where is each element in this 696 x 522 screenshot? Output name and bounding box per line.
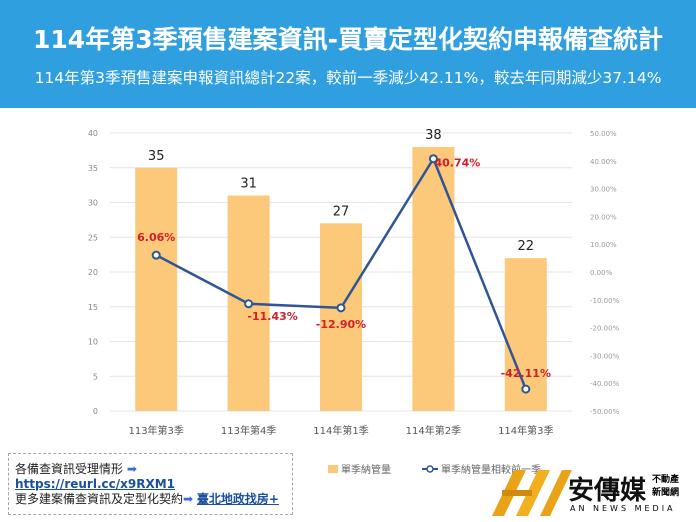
y-tick-right: -30.00% xyxy=(590,352,620,360)
logo-en: AN NEWS MEDIA xyxy=(570,504,676,513)
reurl-link[interactable]: https://reurl.cc/x9RXM1 xyxy=(15,477,175,491)
y-tick-left: 25 xyxy=(88,233,98,242)
bar xyxy=(320,223,362,411)
legend-bar-swatch xyxy=(328,465,338,473)
y-tick-left: 10 xyxy=(88,338,98,347)
line-point xyxy=(336,303,346,313)
x-tick: 113年第4季 xyxy=(221,424,276,437)
y-tick-right: -40.00% xyxy=(590,380,620,388)
bar-label: 38 xyxy=(425,128,442,143)
bar xyxy=(412,146,455,411)
y-tick-right: -20.00% xyxy=(590,325,620,333)
y-tick-left: 5 xyxy=(93,372,98,381)
y-tick-left: 30 xyxy=(88,199,98,208)
bar-label: 31 xyxy=(240,177,257,192)
header: 114年第3季預售建案資訊-買賣定型化契約申報備查統計 114年第3季預售建案申… xyxy=(0,0,696,108)
logo-tag: 新聞網 xyxy=(652,488,680,498)
bar xyxy=(135,167,178,411)
bar-label: 35 xyxy=(148,149,165,164)
bar-label: 27 xyxy=(333,204,350,219)
line-label: 6.06% xyxy=(137,231,175,244)
line-point xyxy=(151,250,161,260)
y-tick-right: 10.00% xyxy=(590,241,617,249)
legend-line-marker xyxy=(426,465,434,473)
x-tick: 113年第3季 xyxy=(128,424,183,437)
page-title: 114年第3季預售建案資訊-買賣定型化契約申報備查統計 xyxy=(33,25,663,54)
link-label: 更多建案備查資訊及定型化契約 xyxy=(15,492,184,506)
logo-tag: 不動產 xyxy=(652,475,680,485)
line-point xyxy=(521,384,531,394)
x-tick: 114年第2季 xyxy=(406,424,461,437)
y-tick-right: -50.00% xyxy=(590,408,620,416)
y-tick-right: 40.00% xyxy=(590,158,617,166)
y-tick-left: 20 xyxy=(88,268,98,277)
y-tick-right: 20.00% xyxy=(590,213,617,221)
land-search-link[interactable]: 臺北地政找房+ xyxy=(196,492,279,506)
line-label: -42.11% xyxy=(501,367,551,380)
line-point xyxy=(244,299,254,309)
links-box: 各備查資訊受理情形 ➡ https://reurl.cc/x9RXM1 更多建案… xyxy=(8,453,293,515)
logo: 安傳媒 不動產 新聞網 AN NEWS MEDIA xyxy=(492,468,692,518)
page-subtitle: 114年第3季預售建案申報資訊總計22案，較前一季減少42.11%，較去年同期減… xyxy=(34,69,662,87)
line-label: 40.74% xyxy=(434,157,480,170)
arrow-right-icon: ➡ xyxy=(126,462,137,476)
y-tick-right: 30.00% xyxy=(590,186,617,194)
y-tick-left: 40 xyxy=(88,129,98,138)
y-tick-left: 35 xyxy=(88,164,98,173)
link-label: 各備查資訊受理情形 xyxy=(15,462,124,476)
logo-mark xyxy=(492,470,572,516)
y-tick-left: 0 xyxy=(93,407,98,416)
y-tick-right: -10.00% xyxy=(590,297,620,305)
line-label: -12.90% xyxy=(316,318,366,331)
y-tick-right: 0.00% xyxy=(590,269,613,277)
bar-label: 22 xyxy=(518,239,535,254)
y-tick-left: 15 xyxy=(88,303,98,312)
arrow-right-icon: ➡ xyxy=(183,492,194,506)
line-label: -11.43% xyxy=(247,310,297,323)
legend-bar-label: 單季納管量 xyxy=(341,463,391,476)
logo-name: 安傳媒 xyxy=(568,476,647,506)
y-tick-right: 50.00% xyxy=(590,130,617,138)
line-point xyxy=(428,154,438,164)
x-tick: 114年第1季 xyxy=(313,424,368,437)
x-tick: 114年第3季 xyxy=(498,424,553,437)
